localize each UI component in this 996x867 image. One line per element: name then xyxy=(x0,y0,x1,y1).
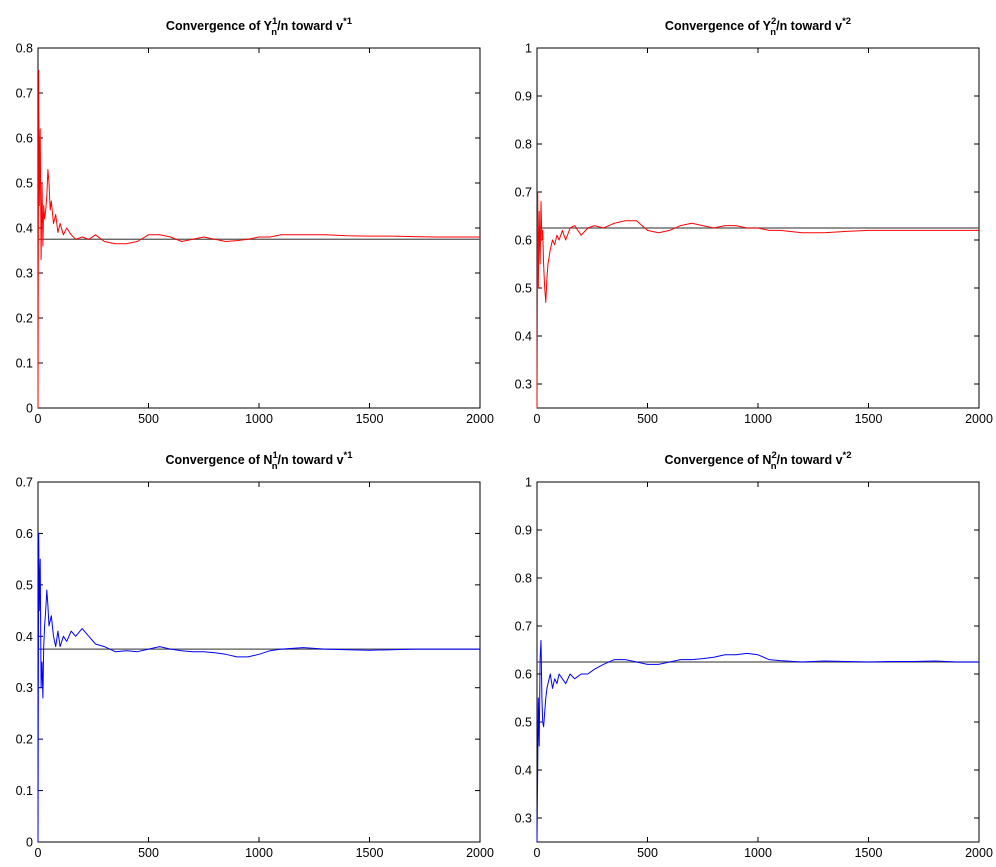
title-part-mid: /n toward v xyxy=(777,453,843,467)
x-tick-label: 0 xyxy=(35,846,42,860)
y-tick-label: 0.8 xyxy=(515,138,532,152)
title-part-sub: n xyxy=(771,461,777,472)
x-tick-label: 0 xyxy=(534,412,541,426)
y-tick-label: 0.1 xyxy=(16,784,33,798)
y-tick-label: 0.2 xyxy=(16,733,33,747)
title-part-var: N xyxy=(762,453,771,467)
x-tick-label: 1000 xyxy=(744,412,772,426)
title-part-pre: Convergence of xyxy=(665,19,763,33)
y-tick-label: 0.5 xyxy=(16,578,33,592)
title-part-var: Y xyxy=(264,19,273,33)
x-tick-label: 1500 xyxy=(855,412,883,426)
y-tick-label: 0.2 xyxy=(16,312,33,326)
x-tick-label: 1500 xyxy=(356,846,384,860)
y-tick-label: 0.1 xyxy=(16,357,33,371)
x-tick-label: 1000 xyxy=(245,846,273,860)
y-tick-label: 0.4 xyxy=(16,630,33,644)
title-part-tsup: *1 xyxy=(344,450,354,461)
subplot-title: Convergence of Y2 n/n toward v*2 xyxy=(665,16,851,38)
x-tick-label: 0 xyxy=(35,412,42,426)
series-line-red xyxy=(536,191,979,409)
x-tick-label: 1500 xyxy=(356,412,384,426)
subplot-3: Convergence of N1 n/n toward v*1 0 500 1000 1… xyxy=(16,450,494,860)
axes-box xyxy=(37,47,481,409)
series-line-blue xyxy=(536,639,979,843)
y-tick-label: 0.4 xyxy=(515,764,532,778)
axes-box xyxy=(37,481,481,843)
y-tick-label: 0.9 xyxy=(515,90,532,104)
title-part-mid: /n toward v xyxy=(278,453,344,467)
series-line-blue xyxy=(37,532,480,843)
x-tick-label: 1000 xyxy=(245,412,273,426)
title-part-pre: Convergence of xyxy=(166,19,264,33)
title-part-sub: n xyxy=(770,27,776,38)
subplot-title: Convergence of Y1 n/n toward v*1 xyxy=(166,16,353,38)
y-tick-label: 0.3 xyxy=(515,812,532,826)
y-tick-label: 0.3 xyxy=(515,378,532,392)
title-part-sub: n xyxy=(272,461,278,472)
y-tick-label: 0.6 xyxy=(16,132,33,146)
y-tick-label: 0.3 xyxy=(16,681,33,695)
subplot-4: Convergence of N2 n/n toward v*2 0 500 1000 1… xyxy=(515,450,993,860)
x-tick-label: 1000 xyxy=(744,846,772,860)
x-tick-label: 500 xyxy=(637,412,658,426)
y-tick-label: 0.6 xyxy=(515,234,532,248)
title-part-sup: 1 xyxy=(272,450,278,461)
title-part-tsup: *2 xyxy=(842,16,851,27)
title-part-mid: /n toward v xyxy=(277,19,343,33)
x-tick-label: 2000 xyxy=(466,846,494,860)
x-tick-label: 2000 xyxy=(965,412,993,426)
title-part-tsup: *1 xyxy=(343,16,353,27)
x-tick-label: 0 xyxy=(534,846,541,860)
y-tick-label: 0.5 xyxy=(515,716,532,730)
series-line-red xyxy=(37,70,480,409)
y-tick-label: 0.5 xyxy=(515,282,532,296)
x-tick-label: 500 xyxy=(138,412,159,426)
title-part-var: N xyxy=(263,453,272,467)
y-tick-label: 0.7 xyxy=(16,87,33,101)
title-part-sup: 1 xyxy=(272,16,278,27)
title-part-mid: /n toward v xyxy=(776,19,842,33)
y-tick-label: 0.8 xyxy=(515,572,532,586)
y-tick-label: 1 xyxy=(525,476,532,490)
title-part-pre: Convergence of xyxy=(664,453,762,467)
title-part-sub: n xyxy=(271,27,277,38)
x-tick-label: 1500 xyxy=(855,846,883,860)
x-tick-label: 2000 xyxy=(466,412,494,426)
title-part-sup: 2 xyxy=(771,450,776,461)
y-tick-label: 0.9 xyxy=(515,524,532,538)
y-tick-label: 0.5 xyxy=(16,177,33,191)
y-tick-label: 0 xyxy=(26,836,33,850)
y-tick-label: 0 xyxy=(26,402,33,416)
y-tick-label: 0.7 xyxy=(515,620,532,634)
subplot-2: Convergence of Y2 n/n toward v*2 0 500 1000 1… xyxy=(515,16,993,426)
y-tick-label: 0.4 xyxy=(515,330,532,344)
y-tick-label: 0.3 xyxy=(16,267,33,281)
x-tick-label: 2000 xyxy=(965,846,993,860)
subplot-title: Convergence of N2 n/n toward v*2 xyxy=(664,450,851,472)
title-part-pre: Convergence of xyxy=(165,453,263,467)
y-tick-label: 0.8 xyxy=(16,42,33,56)
y-tick-label: 0.6 xyxy=(16,527,33,541)
y-tick-label: 1 xyxy=(525,42,532,56)
subplot-1: Convergence of Y1 n/n toward v*1 0 500 1000 1… xyxy=(16,16,494,426)
y-tick-label: 0.4 xyxy=(16,222,33,236)
x-tick-label: 500 xyxy=(138,846,159,860)
x-tick-label: 500 xyxy=(637,846,658,860)
subplot-title: Convergence of N1 n/n toward v*1 xyxy=(165,450,353,472)
title-part-var: Y xyxy=(763,19,772,33)
title-part-sup: 2 xyxy=(771,16,776,27)
title-part-tsup: *2 xyxy=(843,450,852,461)
y-tick-label: 0.7 xyxy=(16,476,33,490)
y-tick-label: 0.7 xyxy=(515,186,532,200)
y-tick-label: 0.6 xyxy=(515,668,532,682)
